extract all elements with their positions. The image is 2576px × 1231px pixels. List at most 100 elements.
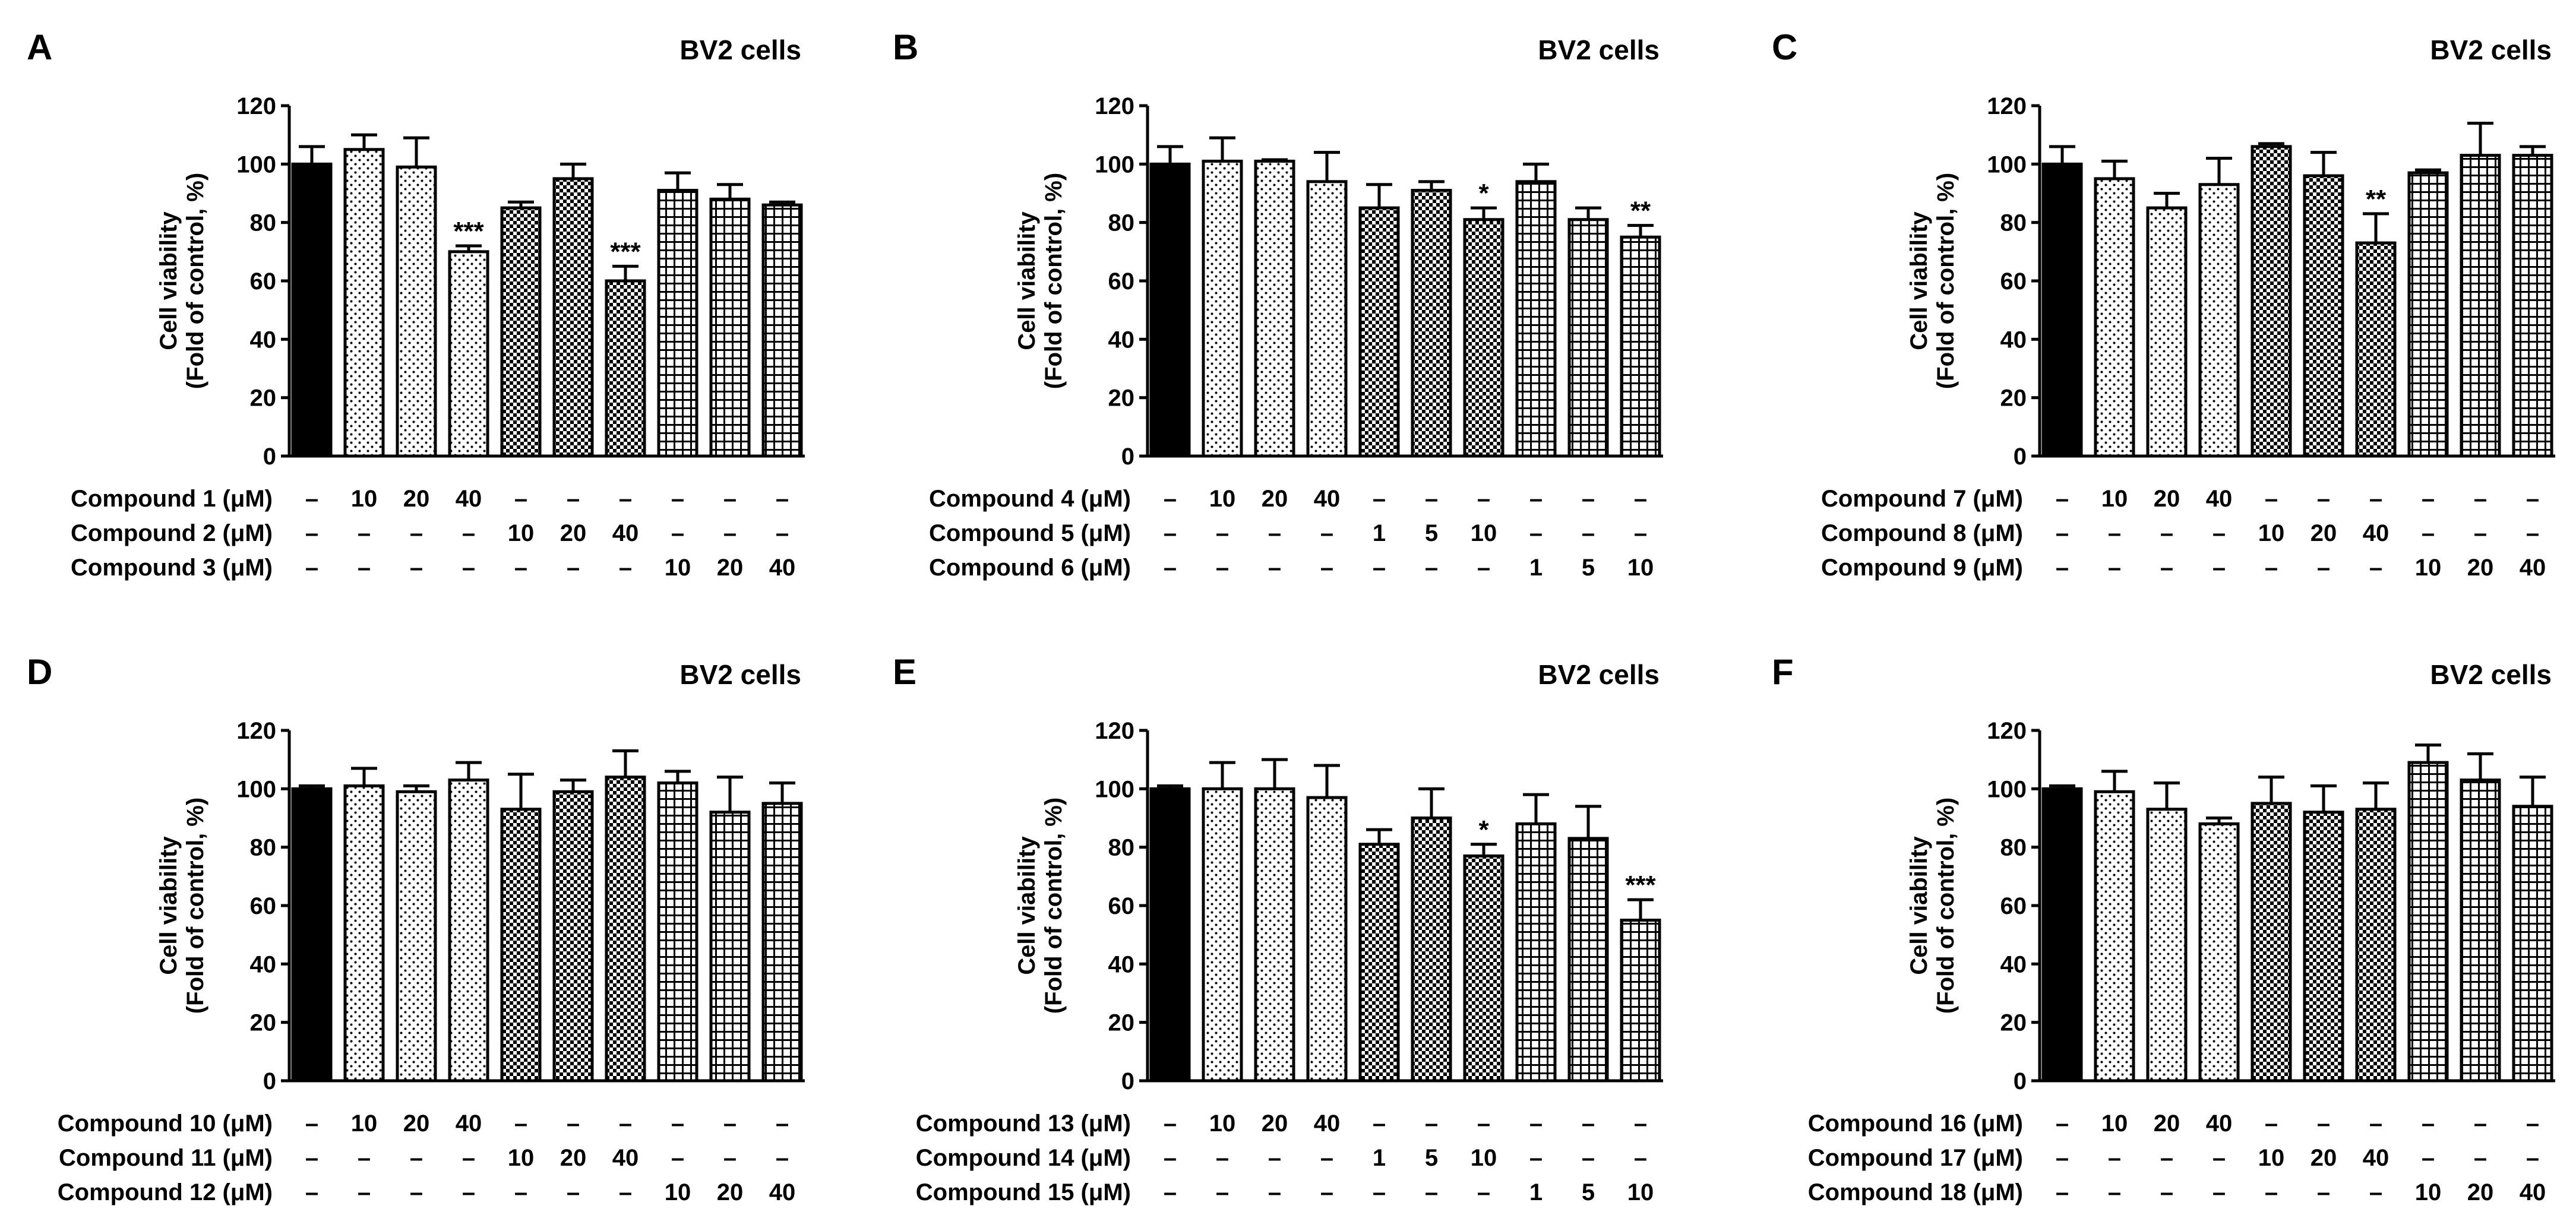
treatment-cell: – (1216, 520, 1229, 546)
bar (2251, 802, 2292, 1083)
treatment-row-label: Compound 17 (μM) (1808, 1145, 2023, 1171)
treatment-cell: 20 (403, 486, 430, 512)
treatment-cell: – (2369, 486, 2382, 512)
treatment-cell: – (2265, 1110, 2278, 1137)
treatment-cell: – (2265, 486, 2278, 512)
panel-letter: B (893, 27, 918, 67)
bar (761, 203, 803, 458)
y-axis-label-units: (Fold of control, %) (1933, 798, 1959, 1014)
treatment-row-label: Compound 1 (μM) (71, 486, 273, 512)
treatment-cell: – (1373, 1110, 1386, 1137)
significance-marker: * (1478, 179, 1489, 208)
y-tick-label: 40 (2000, 327, 2027, 353)
y-axis-label-units: (Fold of control, %) (1041, 173, 1067, 389)
treatment-cell: – (1268, 520, 1281, 546)
treatment-cell: – (2108, 520, 2121, 546)
treatment-cell: – (2212, 520, 2226, 546)
treatment-cell: – (2526, 1145, 2539, 1171)
treatment-row-label: Compound 6 (μM) (929, 555, 1131, 581)
treatment-cell: 40 (612, 1145, 639, 1171)
treatment-cell: 5 (1425, 1145, 1438, 1171)
y-tick-label: 60 (2000, 268, 2027, 295)
treatment-row-label: Compound 7 (μM) (1821, 486, 2023, 512)
treatment-cell: 40 (2363, 520, 2389, 546)
treatment-cell: – (1373, 1179, 1386, 1205)
y-tick-label: 80 (250, 210, 277, 236)
significance-marker: *** (453, 217, 484, 246)
treatment-cell: – (1268, 1179, 1281, 1205)
bar (1358, 206, 1400, 458)
treatment-row-label: Compound 4 (μM) (929, 486, 1131, 512)
y-tick-label: 60 (250, 893, 277, 919)
treatment-cell: – (2369, 555, 2382, 581)
bar (2251, 145, 2292, 458)
bar (1149, 162, 1191, 458)
chart-title: BV2 cells (2430, 34, 2552, 65)
treatment-cell: – (2317, 1179, 2330, 1205)
treatment-cell: 20 (717, 1179, 744, 1205)
bar (448, 250, 489, 458)
bar (2355, 241, 2397, 458)
treatment-cell: – (1634, 486, 1647, 512)
treatment-cell: – (1529, 486, 1543, 512)
treatment-cell: – (1477, 1179, 1490, 1205)
treatment-cell: 10 (1627, 555, 1654, 581)
treatment-cell: – (776, 520, 789, 546)
bar (1254, 159, 1295, 458)
y-tick-label: 40 (1108, 951, 1135, 977)
treatment-cell: – (2160, 1179, 2173, 1205)
treatment-cell: – (462, 1145, 475, 1171)
treatment-cell: – (2160, 520, 2173, 546)
treatment-cell: – (1582, 486, 1595, 512)
treatment-cell: 20 (1262, 486, 1288, 512)
y-axis-label: Cell viability (156, 836, 182, 975)
treatment-cell: – (671, 520, 684, 546)
treatment-cell: 20 (2311, 1145, 2337, 1171)
bar (1515, 822, 1557, 1083)
treatment-cell: 10 (2415, 1179, 2442, 1205)
y-axis-label: Cell viability (1014, 211, 1040, 350)
treatment-cell: – (2265, 1179, 2278, 1205)
treatment-cell: – (2056, 1145, 2069, 1171)
y-axis-label-units: (Fold of control, %) (1933, 173, 1959, 389)
treatment-cell: 10 (508, 1145, 535, 1171)
treatment-cell: 10 (351, 486, 378, 512)
treatment-cell: – (2526, 1110, 2539, 1137)
treatment-cell: – (2056, 555, 2069, 581)
treatment-cell: – (776, 486, 789, 512)
bar (500, 808, 542, 1083)
treatment-cell: 40 (2520, 555, 2546, 581)
y-tick-label: 0 (1121, 1068, 1134, 1094)
panel-letter: E (893, 652, 916, 692)
y-tick-label: 0 (263, 1068, 276, 1094)
treatment-cell: – (1582, 1145, 1595, 1171)
treatment-row-label: Compound 12 (μM) (58, 1179, 273, 1205)
treatment-cell: – (1164, 555, 1177, 581)
treatment-cell: – (2369, 1110, 2382, 1137)
treatment-cell: – (567, 1110, 580, 1137)
treatment-cell: 20 (560, 520, 587, 546)
treatment-cell: 10 (665, 555, 691, 581)
treatment-cell: – (2474, 486, 2487, 512)
treatment-cell: 20 (2154, 486, 2180, 512)
treatment-cell: 20 (1262, 1110, 1288, 1137)
treatment-cell: – (1320, 520, 1333, 546)
treatment-cell: – (1425, 1179, 1438, 1205)
y-tick-label: 80 (2000, 835, 2027, 861)
treatment-cell: – (2108, 1179, 2121, 1205)
treatment-cell: – (776, 1145, 789, 1171)
treatment-cell: – (1529, 1145, 1543, 1171)
treatment-cell: 10 (1471, 520, 1497, 546)
treatment-cell: 20 (2467, 555, 2494, 581)
treatment-cell: – (462, 520, 475, 546)
y-tick-label: 100 (236, 151, 276, 178)
treatment-row-label: Compound 13 (μM) (916, 1110, 1131, 1137)
treatment-cell: 5 (1582, 555, 1595, 581)
treatment-cell: – (514, 486, 527, 512)
treatment-cell: – (358, 555, 371, 581)
treatment-cell: – (2056, 486, 2069, 512)
bar (2146, 206, 2188, 458)
panel-letter: C (1772, 27, 1797, 67)
significance-marker: ** (2366, 185, 2387, 214)
